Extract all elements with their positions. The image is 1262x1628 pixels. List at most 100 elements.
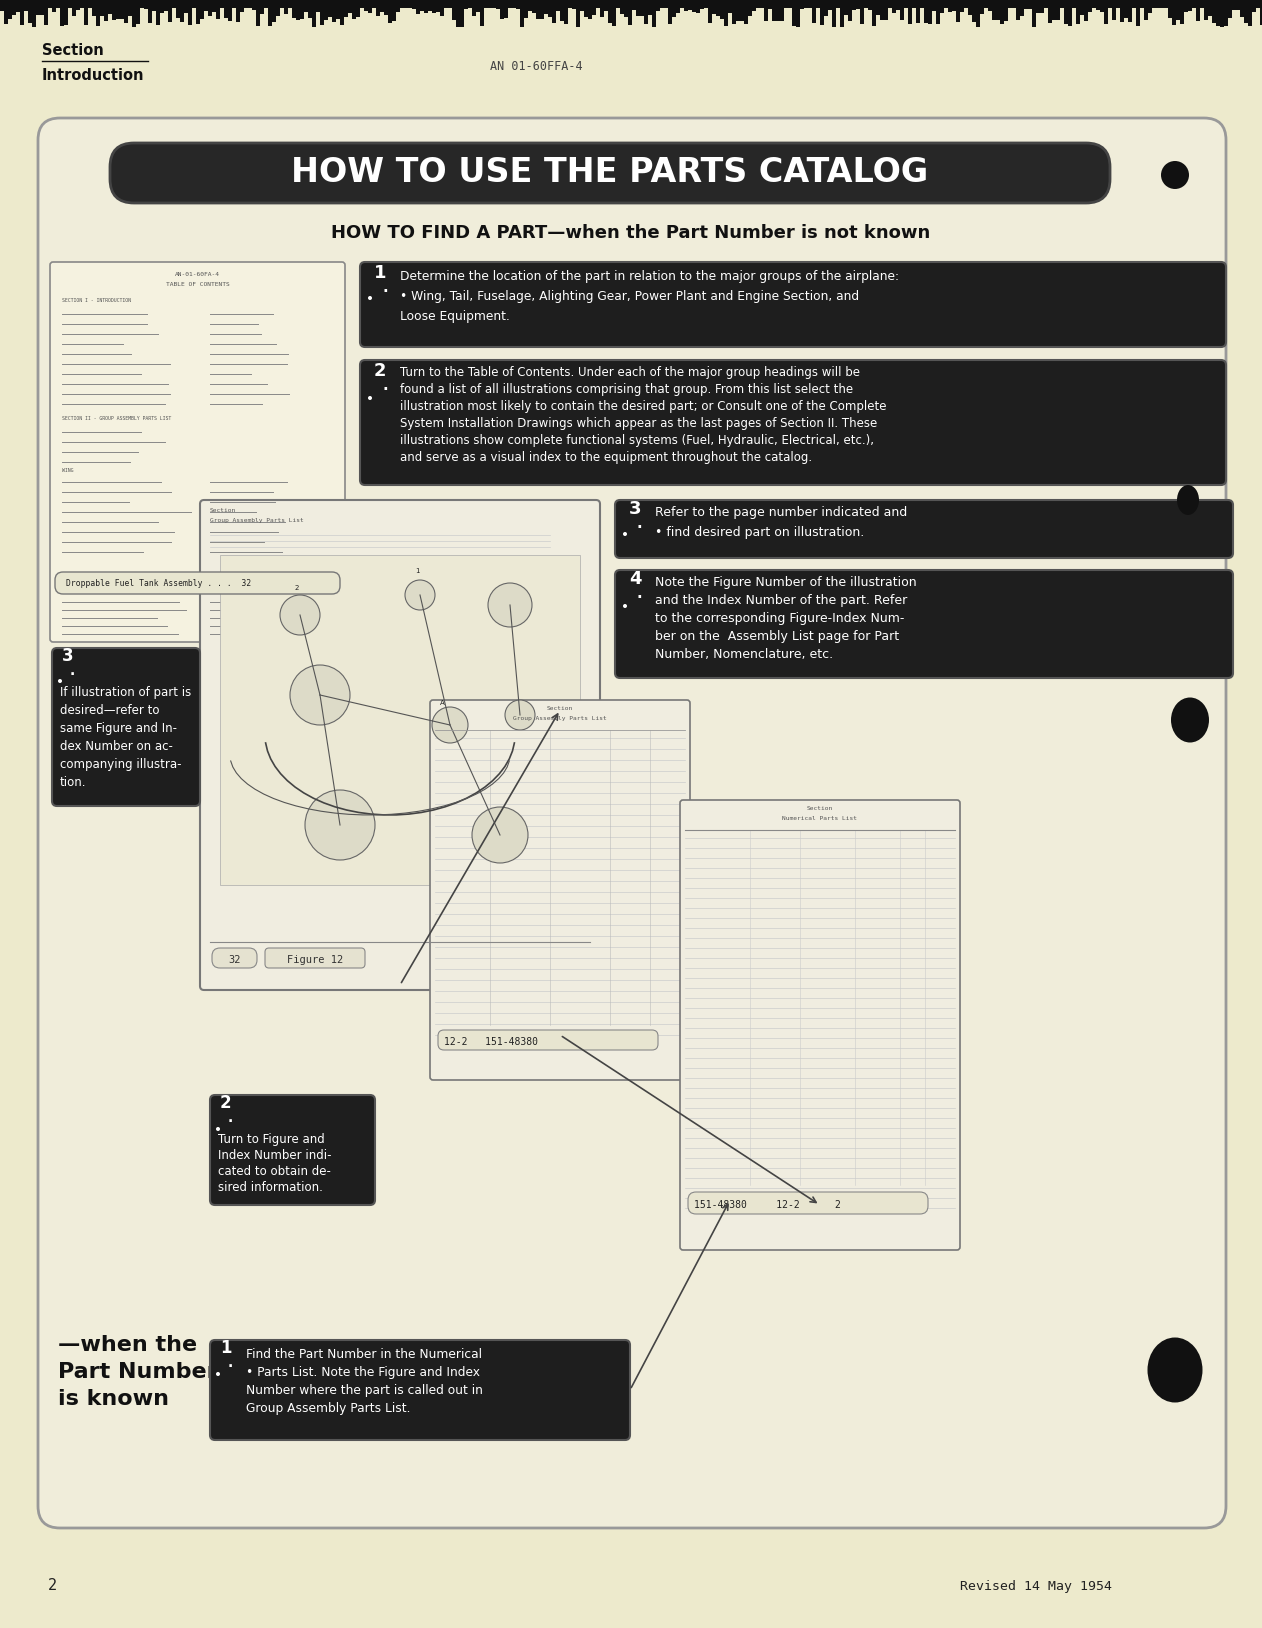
Circle shape (623, 604, 627, 607)
Bar (724, 0, 728, 26)
Text: Droppable Fuel Tank Assembly . . .  32: Droppable Fuel Tank Assembly . . . 32 (66, 580, 251, 588)
Text: sired information.: sired information. (218, 1180, 323, 1193)
Bar (745, 0, 748, 24)
Bar (164, 0, 168, 11)
Bar (37, 0, 40, 15)
Bar (704, 0, 708, 5)
Bar (363, 0, 369, 11)
Bar (452, 0, 456, 20)
Text: tion.: tion. (61, 777, 87, 790)
Bar (56, 0, 61, 7)
Bar (588, 0, 592, 20)
Bar (496, 0, 500, 10)
Bar (223, 0, 228, 18)
Bar (1088, 0, 1092, 11)
Bar (276, 0, 280, 16)
Bar (204, 0, 208, 11)
Bar (859, 0, 864, 24)
Bar (244, 0, 249, 8)
Circle shape (290, 664, 350, 724)
Bar (416, 0, 420, 15)
Text: • Parts List. Note the Figure and Index: • Parts List. Note the Figure and Index (246, 1366, 480, 1379)
Bar (904, 0, 907, 7)
Bar (1193, 0, 1196, 7)
Bar (740, 0, 745, 21)
Bar (1040, 0, 1044, 13)
Circle shape (58, 679, 62, 684)
Text: Note the Figure Number of the illustration: Note the Figure Number of the illustrati… (655, 576, 916, 589)
Text: Numerical Parts List: Numerical Parts List (782, 816, 857, 821)
Text: Section: Section (546, 707, 573, 711)
Bar (16, 0, 20, 11)
Bar (1148, 0, 1152, 13)
Bar (1108, 0, 1112, 7)
Bar (584, 0, 588, 16)
Bar (348, 0, 352, 13)
Bar (328, 0, 332, 16)
Bar (504, 0, 509, 18)
FancyBboxPatch shape (360, 360, 1225, 485)
Bar (369, 0, 372, 13)
FancyBboxPatch shape (438, 1031, 658, 1050)
Bar (896, 0, 900, 10)
Text: Revised 14 May 1954: Revised 14 May 1954 (960, 1581, 1112, 1594)
Circle shape (505, 700, 535, 729)
Bar (1224, 0, 1228, 26)
Bar (140, 0, 144, 7)
Bar (1228, 0, 1232, 18)
Bar (557, 0, 560, 11)
Bar (800, 0, 804, 10)
Bar (940, 0, 944, 13)
Bar (136, 0, 140, 24)
Bar (411, 0, 416, 10)
Bar (652, 0, 656, 28)
Bar (676, 0, 680, 13)
Bar (13, 0, 16, 15)
Bar (384, 0, 387, 15)
Bar (100, 0, 103, 16)
Bar (1012, 0, 1016, 5)
FancyBboxPatch shape (212, 947, 257, 969)
FancyBboxPatch shape (688, 1192, 928, 1214)
Circle shape (305, 790, 375, 860)
Text: WING: WING (62, 467, 73, 474)
Bar (492, 0, 496, 7)
Text: .: . (382, 280, 387, 295)
Bar (528, 0, 533, 11)
Circle shape (472, 807, 528, 863)
Bar (360, 0, 363, 5)
Text: 12-2   151-48380: 12-2 151-48380 (444, 1037, 538, 1047)
Bar (220, 0, 223, 7)
Bar (856, 0, 859, 10)
Bar (476, 0, 480, 11)
Bar (420, 0, 424, 11)
Bar (428, 0, 432, 11)
Text: Section: Section (42, 42, 103, 59)
Bar (48, 0, 52, 8)
Bar (1217, 0, 1220, 26)
Bar (756, 0, 760, 7)
Text: SECTION I - INTRODUCTION: SECTION I - INTRODUCTION (62, 298, 131, 303)
Bar (332, 0, 336, 23)
Bar (872, 0, 876, 26)
Text: If illustration of part is: If illustration of part is (61, 685, 192, 698)
Bar (260, 0, 264, 15)
Bar (811, 0, 817, 23)
Bar (548, 0, 551, 16)
Bar (1152, 0, 1156, 8)
Bar (1008, 0, 1012, 7)
Bar (300, 0, 304, 20)
Bar (180, 0, 184, 23)
Bar (1132, 0, 1136, 7)
Bar (8, 0, 13, 20)
Bar (264, 0, 268, 8)
Bar (304, 0, 308, 11)
Bar (461, 0, 464, 28)
Text: 3: 3 (628, 500, 641, 518)
Bar (112, 0, 116, 20)
Bar (68, 0, 72, 7)
Bar (1053, 0, 1056, 20)
Bar (656, 0, 660, 11)
Text: to the corresponding Figure-Index Num-: to the corresponding Figure-Index Num- (655, 612, 905, 625)
Bar (852, 0, 856, 10)
